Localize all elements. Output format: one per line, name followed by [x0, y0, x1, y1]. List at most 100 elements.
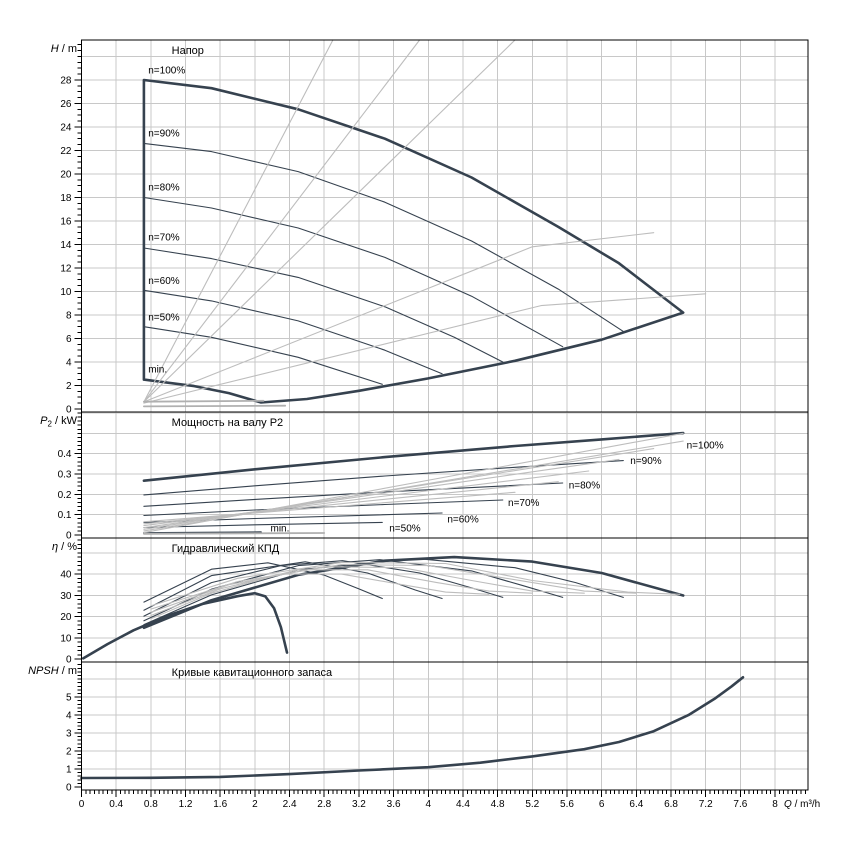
series-eta-iso-3 [150, 566, 585, 613]
x-tick-label: 2.4 [283, 799, 297, 810]
y-tick-label: 0.3 [58, 470, 72, 481]
x-tick-label: 3.2 [352, 799, 366, 810]
y-tick-label: 2 [66, 747, 72, 758]
series-iso-line-6 [143, 399, 265, 403]
series-P-n=70% [143, 499, 504, 517]
y-tick-label: 12 [60, 263, 72, 274]
series-n=50% [143, 326, 383, 385]
series-n=90% [143, 142, 624, 332]
x-tick-label: 0 [79, 799, 85, 810]
y-tick-label: 5 [66, 693, 72, 704]
x-tick-label: 1.2 [179, 799, 193, 810]
x-tick-label: 6 [599, 799, 605, 810]
y-tick-label: 0.4 [58, 449, 72, 460]
series-P-iso-7 [143, 491, 516, 523]
series-P-n=80% [143, 482, 564, 507]
series-npsh [80, 676, 745, 780]
y-tick-label: 0 [66, 405, 72, 416]
series-iso-line-7 [143, 404, 287, 408]
series-iso-line-3 [143, 39, 516, 403]
series-P-n=50% [143, 521, 383, 529]
series-n=80% [143, 196, 564, 348]
y-tick-label: 4 [66, 711, 72, 722]
series-eta-iso-4 [150, 569, 533, 617]
x-tick-label: 2.8 [317, 799, 331, 810]
y-axis-title: NPSH / m [28, 665, 77, 677]
series-eta-min [81, 591, 289, 660]
y-tick-label: 16 [60, 216, 72, 227]
x-tick-label: 5.6 [560, 799, 574, 810]
y-tick-label: 18 [60, 193, 72, 204]
x-tick-label: 8 [772, 799, 778, 810]
x-axis-title: Q / m³/h [784, 799, 820, 810]
y-tick-label: 20 [60, 169, 72, 180]
curve-label: n=70% [148, 232, 180, 243]
x-tick-label: 4.4 [456, 799, 470, 810]
panel-title-2: Мощность на валу P2 [172, 417, 284, 429]
y-tick-label: 40 [60, 570, 72, 581]
x-tick-label: 3.6 [387, 799, 401, 810]
y-tick-label: 4 [66, 357, 72, 368]
y-tick-label: 2 [66, 381, 72, 392]
curve-label: n=90% [148, 128, 180, 139]
y-tick-label: 20 [60, 612, 72, 623]
x-tick-label: 0.4 [109, 799, 123, 810]
curve-label: min. [270, 524, 289, 535]
panel-title-1: Напор [172, 45, 204, 57]
series-n=60% [143, 289, 443, 375]
y-axis-title: H / m [51, 43, 77, 55]
curve-label: n=80% [148, 182, 180, 193]
series-eta-iso-5 [150, 573, 490, 620]
y-axis-title: η / % [52, 541, 77, 553]
y-tick-label: 30 [60, 591, 72, 602]
y-tick-label: 10 [60, 287, 72, 298]
curve-label: n=100% [148, 65, 185, 76]
y-tick-label: 0.1 [58, 510, 72, 521]
series-iso-line-5 [143, 293, 707, 404]
series-n=70% [143, 247, 504, 363]
series-iso-line-4 [143, 232, 655, 403]
x-tick-label: 5.2 [525, 799, 539, 810]
y-tick-label: 0 [66, 655, 72, 666]
curve-label: n=90% [630, 456, 662, 467]
y-axis-title: P2 / kW [40, 415, 77, 429]
curve-label: n=50% [389, 523, 421, 534]
series-P-iso-8 [143, 532, 326, 535]
series-P-n=100% [142, 431, 685, 482]
y-tick-label: 0 [66, 783, 72, 794]
curve-label: min. [148, 365, 167, 376]
y-tick-label: 1 [66, 765, 72, 776]
curve-label: n=60% [447, 514, 479, 525]
x-tick-label: 4 [425, 799, 431, 810]
series-iso-line-2 [143, 39, 421, 403]
y-tick-label: 22 [60, 146, 72, 157]
y-tick-label: 0 [66, 531, 72, 542]
series-eta-iso-2 [150, 563, 637, 610]
curve-label: n=80% [569, 481, 601, 492]
x-tick-label: 4.8 [491, 799, 505, 810]
series-eta-iso-1 [150, 561, 681, 607]
curve-label: n=50% [148, 312, 180, 323]
y-tick-label: 0.2 [58, 490, 72, 501]
panel-title-4: Кривые кавитационного запаса [172, 667, 333, 679]
y-tick-label: 28 [60, 75, 72, 86]
x-tick-label: 1.6 [213, 799, 227, 810]
y-tick-label: 14 [60, 240, 72, 251]
curve-label: n=70% [508, 498, 540, 509]
x-tick-label: 6.4 [629, 799, 643, 810]
x-tick-label: 0.8 [144, 799, 158, 810]
y-tick-label: 3 [66, 729, 72, 740]
series-eta-n=80% [143, 559, 564, 622]
x-tick-label: 7.6 [733, 799, 747, 810]
y-tick-label: 10 [60, 633, 72, 644]
y-tick-label: 8 [66, 310, 72, 321]
curve-label: n=60% [148, 276, 180, 287]
series-iso-line-1 [143, 39, 334, 403]
x-tick-label: 2 [252, 799, 258, 810]
x-tick-label: 7.2 [699, 799, 713, 810]
series-eta-n=90% [143, 558, 624, 626]
x-tick-label: 6.8 [664, 799, 678, 810]
